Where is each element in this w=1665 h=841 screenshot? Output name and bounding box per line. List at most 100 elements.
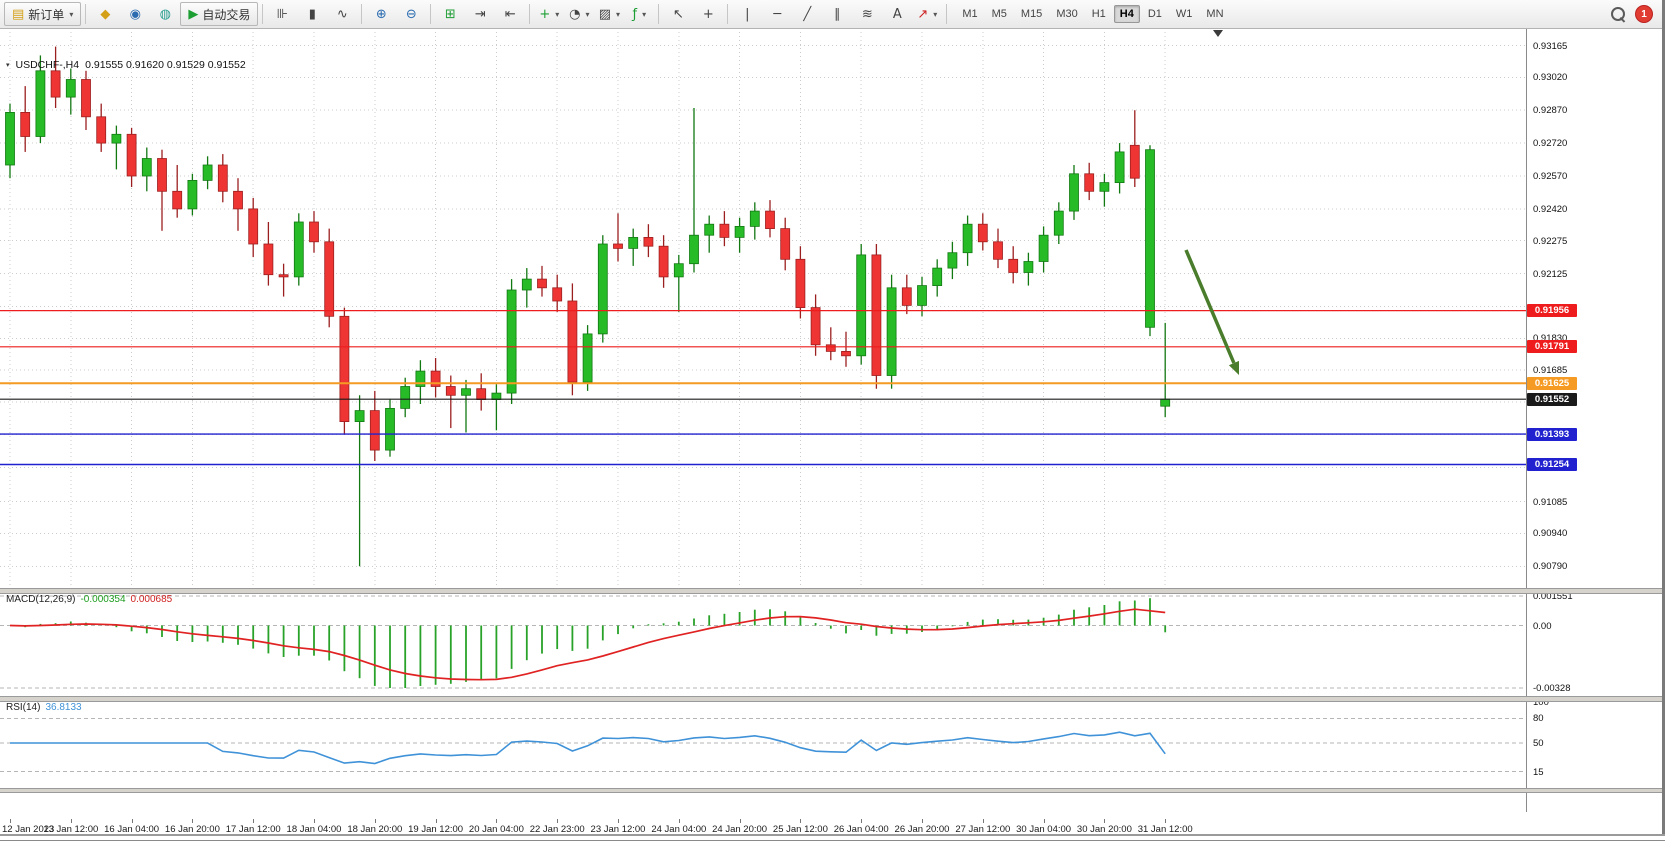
time-label: 19 Jan 12:00 xyxy=(408,824,464,835)
timeframe-mn[interactable]: MN xyxy=(1206,8,1224,20)
time-tick xyxy=(1104,819,1106,823)
time-tick xyxy=(435,819,437,823)
navigator-button[interactable]: ◉ xyxy=(120,2,150,26)
new-order-label: 新订单 xyxy=(28,7,65,22)
periods-icon: ◔ xyxy=(569,6,581,22)
rsi-axis-label: 15 xyxy=(1533,766,1544,778)
time-label: 16 Jan 20:00 xyxy=(164,824,220,835)
horizontal-levels[interactable] xyxy=(0,310,1526,466)
channel-button[interactable]: ∥ xyxy=(822,2,852,26)
price-label: 0.92720 xyxy=(1533,138,1568,150)
arrows-tool-button[interactable]: ↗ ▾ xyxy=(912,2,942,26)
price-label: 0.91830 xyxy=(1533,333,1568,345)
periods-button[interactable]: ◔ ▾ xyxy=(564,2,594,26)
indicators-button[interactable]: ƒ ▾ xyxy=(624,2,654,26)
chart-shift-button[interactable]: ⇤ xyxy=(495,2,525,26)
price-label: 0.93020 xyxy=(1533,72,1568,84)
timeframe-m30[interactable]: M30 xyxy=(1056,8,1078,20)
vertical-line-button[interactable]: | xyxy=(732,2,762,26)
chart-shift-marker[interactable] xyxy=(1213,30,1223,37)
notification-badge[interactable]: 1 xyxy=(1635,5,1653,23)
autotrading-button[interactable]: ▶ 自动交易 xyxy=(180,2,259,26)
terminal-button[interactable]: ◍ xyxy=(150,2,180,26)
templates-button[interactable]: ▨ ▾ xyxy=(594,2,624,26)
candlestick-button[interactable]: ▮ xyxy=(297,2,327,26)
timeframe-h4[interactable]: H4 xyxy=(1113,5,1140,23)
time-label: 26 Jan 04:00 xyxy=(833,824,889,835)
bar-chart-button[interactable]: ⊪ xyxy=(267,2,297,26)
timeframe-m15[interactable]: M15 xyxy=(1020,8,1043,20)
rsi-line xyxy=(10,731,1166,765)
auto-scroll-button[interactable]: ⇥ xyxy=(465,2,495,26)
cursor-icon: ↖ xyxy=(672,6,684,22)
timeframe-h1[interactable]: H1 xyxy=(1091,8,1106,20)
rsi-value: 36.8133 xyxy=(45,702,82,713)
trendline-icon: ╱ xyxy=(803,6,812,22)
fibonacci-button[interactable]: ≋ xyxy=(852,2,882,26)
panel-splitter[interactable] xyxy=(0,588,1665,594)
price-label: 0.92275 xyxy=(1533,235,1568,247)
time-label: 13 Jan 12:00 xyxy=(43,824,99,835)
time-label: 18 Jan 04:00 xyxy=(286,824,342,835)
panel-splitter[interactable] xyxy=(0,788,1665,793)
panel-splitter[interactable] xyxy=(0,696,1665,702)
timeframe-m5[interactable]: M5 xyxy=(991,8,1007,20)
new-order-button[interactable]: ▤ 新订单 ▾ xyxy=(4,2,82,26)
new-order-icon: ▤ xyxy=(12,6,25,22)
horizontal-line-button[interactable]: ─ xyxy=(762,2,792,26)
tile-windows-button[interactable]: ⊞ xyxy=(435,2,465,26)
search-icon[interactable] xyxy=(1611,7,1625,21)
rsi-panel[interactable] xyxy=(0,700,1526,788)
macd-axis-label: 0.00 xyxy=(1533,620,1552,632)
zoom-out-button[interactable]: ⊖ xyxy=(396,2,426,26)
time-label: 20 Jan 04:00 xyxy=(468,824,524,835)
new-chart-button[interactable]: + ▾ xyxy=(534,2,564,26)
time-axis[interactable]: 12 Jan 2023 13 Jan 12:00 16 Jan 04:00 16 Ja… xyxy=(0,819,1665,841)
macd-panel[interactable] xyxy=(0,592,1526,696)
time-tick xyxy=(557,819,559,823)
new-chart-icon: + xyxy=(539,6,551,22)
toolbar-separator xyxy=(85,4,87,24)
market-watch-button[interactable]: ◆ xyxy=(90,2,120,26)
candles xyxy=(5,46,1171,567)
channel-icon: ∥ xyxy=(834,6,841,22)
time-tick xyxy=(922,819,923,823)
price-label: 0.91085 xyxy=(1533,496,1568,508)
timeframe-d1[interactable]: D1 xyxy=(1147,8,1162,20)
price-axis[interactable]: 0.93165 0.93020 0.92870 0.92720 0.92570 0.924… xyxy=(1526,28,1665,812)
line-chart-icon: ∿ xyxy=(336,6,348,22)
macd-axis-label: 0.001551 xyxy=(1533,591,1573,602)
text-tool-button[interactable]: A xyxy=(882,2,912,26)
zoom-in-button[interactable]: ⊕ xyxy=(366,2,396,26)
cursor-button[interactable]: ↖ xyxy=(663,2,693,26)
crosshair-button[interactable]: + xyxy=(693,2,723,26)
toolbar-separator xyxy=(262,4,264,24)
toolbar-separator xyxy=(361,4,363,24)
chart-shift-icon: ⇤ xyxy=(504,6,516,22)
autotrade-icon: ▶ xyxy=(188,6,199,22)
time-tick xyxy=(1165,819,1167,823)
trend-arrow-annotation[interactable] xyxy=(1184,249,1239,375)
auto-scroll-icon: ⇥ xyxy=(474,6,486,22)
chart-menu-icon[interactable]: ▾ xyxy=(6,61,10,69)
templates-icon: ▨ xyxy=(598,6,611,22)
rsi-grid xyxy=(0,717,1526,773)
zoom-in-icon: ⊕ xyxy=(375,6,387,22)
bar-chart-icon: ⊪ xyxy=(276,6,288,22)
macd-label: MACD(12,26,9) -0.000354 0.000685 xyxy=(6,594,172,605)
price-chart[interactable] xyxy=(0,28,1526,588)
timeframe-w1[interactable]: W1 xyxy=(1175,8,1193,20)
trendline-button[interactable]: ╱ xyxy=(792,2,822,26)
price-tag-0.91625: 0.91625 xyxy=(1527,376,1577,390)
chevron-down-icon: ▾ xyxy=(69,9,74,19)
arrows-tool-icon: ↗ xyxy=(917,6,929,22)
timeframe-m1[interactable]: M1 xyxy=(962,8,978,20)
line-chart-button[interactable]: ∿ xyxy=(327,2,357,26)
chart-title: ▾ USDCHF-,H4 0.91555 0.91620 0.91529 0.9… xyxy=(6,59,246,71)
price-label: 0.93165 xyxy=(1533,40,1568,52)
toolbar-separator xyxy=(727,4,729,24)
time-tick xyxy=(10,819,11,823)
time-tick xyxy=(982,819,984,823)
toolbar-separator xyxy=(658,4,660,24)
